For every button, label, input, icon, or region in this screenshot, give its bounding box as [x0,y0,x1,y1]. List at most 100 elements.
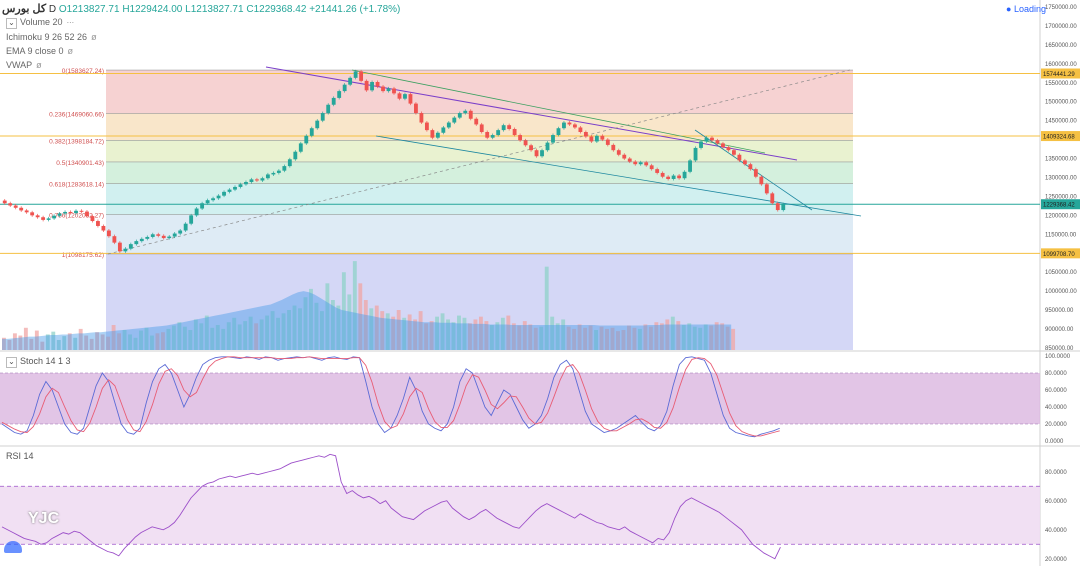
dashed-trend-line [107,69,851,255]
stoch-d-line [1,356,780,437]
candle [386,88,391,92]
candle [145,236,150,239]
candle [331,97,336,105]
candle [282,166,287,171]
price-tag-box [1041,199,1080,210]
stoch-pane-label[interactable]: ⌄ Stoch 14 1 3 [6,356,71,368]
volume-bar [166,328,171,350]
price-axis-tick: 1050000.00 [1045,270,1077,276]
trend-line [694,129,813,211]
price-axis-tick: 1700000.00 [1045,24,1077,30]
symbol-name[interactable]: کل بورس [2,3,47,15]
candle [573,124,577,128]
candle [463,110,468,114]
candle [430,130,435,138]
volume-bar [40,341,45,350]
fib-band [106,140,853,162]
volume-bar [374,305,379,350]
high-value: H1229424.00 [122,4,183,15]
volume-bar [659,323,664,350]
candle [112,236,117,243]
volume-bar [84,335,89,350]
hidden-eye-icon[interactable]: ø [36,60,42,70]
volume-bar [637,328,642,350]
volume-bar [319,311,324,350]
candle [19,207,24,211]
candle [370,82,374,91]
volume-bar [155,333,160,350]
candle [474,118,479,125]
volume-bar [478,316,483,350]
hidden-eye-icon[interactable]: ø [91,32,97,42]
volume-bar [215,325,220,350]
volume-bar [281,313,286,350]
hidden-eye-icon[interactable]: ø [67,46,74,56]
volume-bar [287,310,291,350]
candle [556,128,561,136]
volume-bar [627,325,631,350]
candle [342,84,347,92]
rsi-pane-label[interactable]: RSI 14 [6,451,34,461]
volume-bar [106,336,111,350]
candle [600,135,605,140]
volume-bar [23,327,28,350]
candle [688,160,692,172]
price-axis-tick: 950000.00 [1045,308,1074,314]
candle [178,230,183,234]
candle [304,135,309,144]
collapse-icon[interactable]: ⌄ [6,357,17,368]
symbol-header: کل بورس D O1213827.71 H1229424.00 L12138… [2,2,400,15]
volume-bar [298,308,302,350]
volume-bar [369,308,374,350]
price-axis-tick: 1600000.00 [1045,62,1077,68]
price-axis-tick: 1000000.00 [1045,289,1077,295]
candle [677,175,682,179]
candle [326,104,331,114]
volume-bar [259,319,264,350]
indicator-volume[interactable]: ⌄ Volume 20 ∙∙∙ [6,17,74,29]
price-tag-box [1041,68,1080,79]
price-tag-label: 1409324.68 [1043,135,1075,141]
volume-bar [199,323,204,350]
tradingview-logo-icon[interactable] [4,541,22,553]
candle [90,216,95,222]
volume-bar [566,326,571,350]
candle [496,130,501,136]
volume-bar [309,288,313,350]
volume-bar [248,316,253,350]
candle [392,88,396,94]
interval[interactable]: D [48,4,57,15]
volume-bar [489,325,494,350]
candle [298,143,303,152]
indicator-vwap[interactable]: VWAP ø [6,60,42,70]
price-tag-label: 1099708.70 [1043,252,1075,258]
candle [633,161,638,165]
settings-dots-icon[interactable]: ∙∙∙ [66,17,75,27]
volume-bar [51,331,56,350]
volume-bar [18,335,23,350]
volume-bar [402,317,407,350]
volume-bar [188,330,193,350]
indicator-ichimoku[interactable]: Ichimoku 9 26 52 26 ø [6,32,97,42]
volume-bar [500,317,505,350]
collapse-icon[interactable]: ⌄ [6,18,17,29]
volume-bar [544,266,549,350]
volume-bar [89,338,94,350]
volume-bar [720,323,725,350]
candle [627,158,632,162]
price-axis-tick: 1150000.00 [1045,232,1077,238]
stoch-axis-tick: 80.0000 [1045,371,1067,377]
volume-bar [254,323,259,350]
close-value: C1229368.42 [246,4,307,15]
candle [408,94,413,104]
candle [348,77,353,85]
volume-ma-area [2,291,732,350]
candle [764,184,769,194]
volume-bar [182,326,187,350]
candle [775,203,780,211]
volume-bar [495,322,500,350]
volume-bar [292,305,297,350]
trend-line [351,69,766,154]
